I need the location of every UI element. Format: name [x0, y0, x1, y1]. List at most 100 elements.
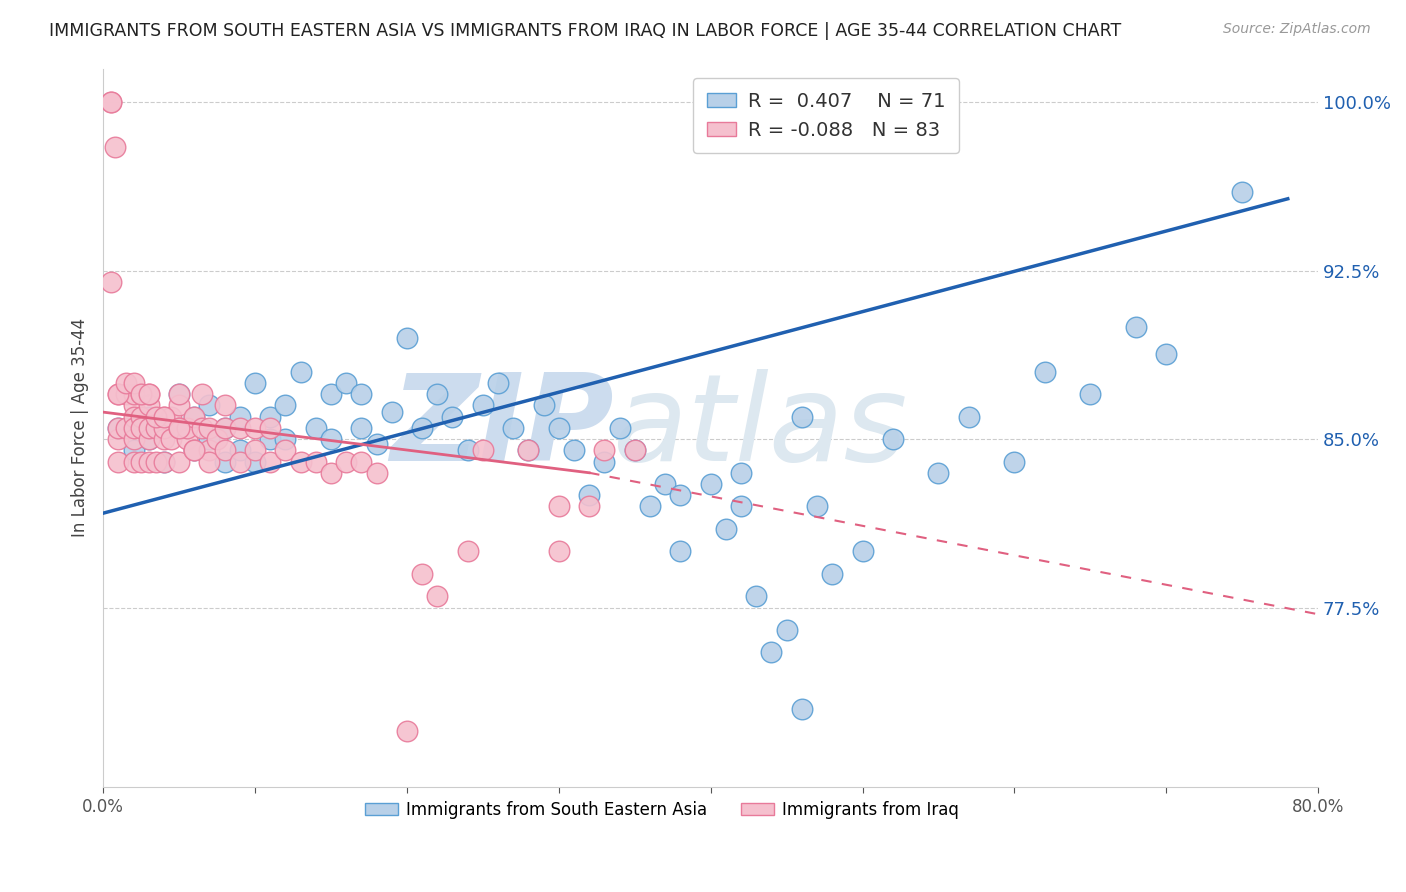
Point — [107, 432, 129, 446]
Point — [153, 421, 176, 435]
Point — [517, 443, 540, 458]
Point — [153, 432, 176, 446]
Point — [319, 432, 342, 446]
Point — [229, 443, 252, 458]
Point — [1125, 319, 1147, 334]
Point — [1154, 347, 1177, 361]
Point — [366, 436, 388, 450]
Point — [411, 566, 433, 581]
Point — [366, 466, 388, 480]
Point — [183, 409, 205, 424]
Text: atlas: atlas — [613, 369, 908, 486]
Point — [138, 432, 160, 446]
Point — [821, 566, 844, 581]
Point — [638, 500, 661, 514]
Point — [153, 409, 176, 424]
Point — [851, 544, 873, 558]
Point — [730, 466, 752, 480]
Point — [426, 589, 449, 603]
Point — [183, 443, 205, 458]
Point — [457, 544, 479, 558]
Point — [1078, 387, 1101, 401]
Point — [1033, 365, 1056, 379]
Text: IMMIGRANTS FROM SOUTH EASTERN ASIA VS IMMIGRANTS FROM IRAQ IN LABOR FORCE | AGE : IMMIGRANTS FROM SOUTH EASTERN ASIA VS IM… — [49, 22, 1122, 40]
Point — [129, 454, 152, 468]
Point — [669, 544, 692, 558]
Point — [153, 454, 176, 468]
Point — [145, 421, 167, 435]
Point — [730, 500, 752, 514]
Point — [957, 409, 980, 424]
Point — [198, 443, 221, 458]
Point — [107, 421, 129, 435]
Point — [381, 405, 404, 419]
Point — [547, 421, 569, 435]
Point — [160, 432, 183, 446]
Point — [457, 443, 479, 458]
Point — [578, 488, 600, 502]
Point — [205, 432, 228, 446]
Point — [714, 522, 737, 536]
Point — [145, 454, 167, 468]
Point — [426, 387, 449, 401]
Point — [115, 421, 138, 435]
Point — [790, 409, 813, 424]
Point — [486, 376, 509, 390]
Point — [138, 432, 160, 446]
Point — [669, 488, 692, 502]
Text: ZIP: ZIP — [389, 369, 613, 486]
Point — [623, 443, 645, 458]
Point — [274, 432, 297, 446]
Point — [395, 724, 418, 739]
Point — [100, 95, 122, 110]
Point — [191, 387, 214, 401]
Point — [198, 454, 221, 468]
Point — [153, 454, 176, 468]
Point — [122, 454, 145, 468]
Point — [259, 409, 281, 424]
Legend: Immigrants from South Eastern Asia, Immigrants from Iraq: Immigrants from South Eastern Asia, Immi… — [359, 794, 966, 826]
Point — [153, 409, 176, 424]
Point — [138, 398, 160, 412]
Point — [243, 376, 266, 390]
Point — [214, 454, 236, 468]
Point — [214, 421, 236, 435]
Point — [107, 454, 129, 468]
Point — [214, 398, 236, 412]
Point — [176, 421, 198, 435]
Point — [167, 421, 190, 435]
Point — [578, 500, 600, 514]
Point — [441, 409, 464, 424]
Point — [745, 589, 768, 603]
Point — [547, 500, 569, 514]
Point — [167, 387, 190, 401]
Point — [122, 387, 145, 401]
Point — [790, 701, 813, 715]
Point — [243, 421, 266, 435]
Point — [107, 421, 129, 435]
Point — [129, 409, 152, 424]
Point — [259, 432, 281, 446]
Point — [107, 387, 129, 401]
Text: Source: ZipAtlas.com: Source: ZipAtlas.com — [1223, 22, 1371, 37]
Point — [167, 387, 190, 401]
Point — [593, 454, 616, 468]
Point — [183, 443, 205, 458]
Point — [547, 544, 569, 558]
Point — [517, 443, 540, 458]
Point — [122, 376, 145, 390]
Point — [191, 421, 214, 435]
Point — [129, 387, 152, 401]
Point — [129, 421, 152, 435]
Point — [167, 454, 190, 468]
Point — [562, 443, 585, 458]
Point — [699, 477, 721, 491]
Point — [122, 443, 145, 458]
Point — [350, 454, 373, 468]
Point — [927, 466, 949, 480]
Point — [100, 95, 122, 110]
Point — [122, 409, 145, 424]
Point — [533, 398, 555, 412]
Point — [471, 443, 494, 458]
Point — [243, 443, 266, 458]
